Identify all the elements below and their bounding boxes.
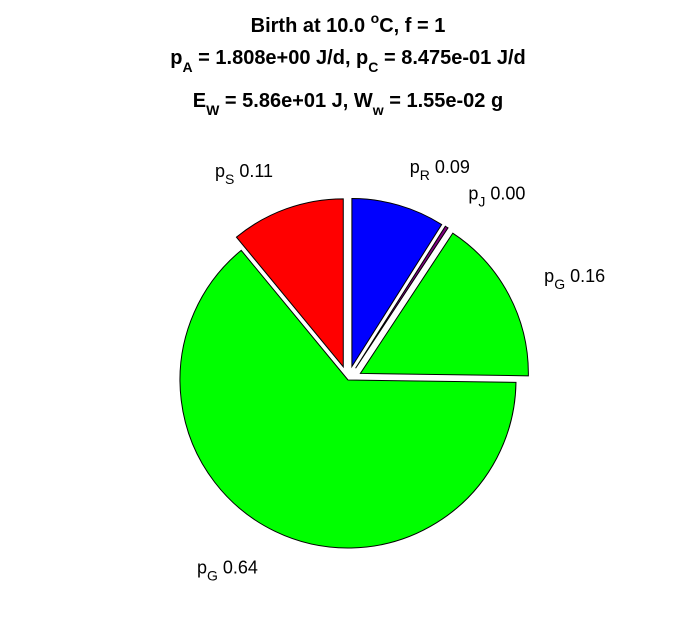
slice-pG-2 [359, 232, 529, 377]
title-line-2: pA = 1.808e+00 J/d, pC = 8.475e-01 J/d [170, 47, 525, 75]
title-line-3: EW = 5.86e+01 J, Ww = 1.55e-02 g [193, 90, 503, 118]
slice-label-pG-3: pG 0.64 [197, 557, 258, 583]
slice-label-pR-0: pR 0.09 [410, 157, 470, 183]
slice-pJ-1 [355, 225, 449, 369]
slice-label-pG-2: pG 0.16 [544, 266, 605, 292]
chart-title: Birth at 10.0 oC, f = 1 pA = 1.808e+00 J/… [170, 10, 525, 118]
title-line-1: Birth at 10.0 oC, f = 1 [251, 10, 446, 37]
slice-pS-4 [235, 198, 344, 369]
slice-label-pS-4: pS 0.11 [215, 161, 273, 187]
slice-pG-3 [179, 249, 517, 549]
slice-pR-0 [351, 198, 443, 369]
slice-label-pJ-1: pJ 0.00 [468, 183, 525, 209]
pie-slices [179, 198, 529, 549]
